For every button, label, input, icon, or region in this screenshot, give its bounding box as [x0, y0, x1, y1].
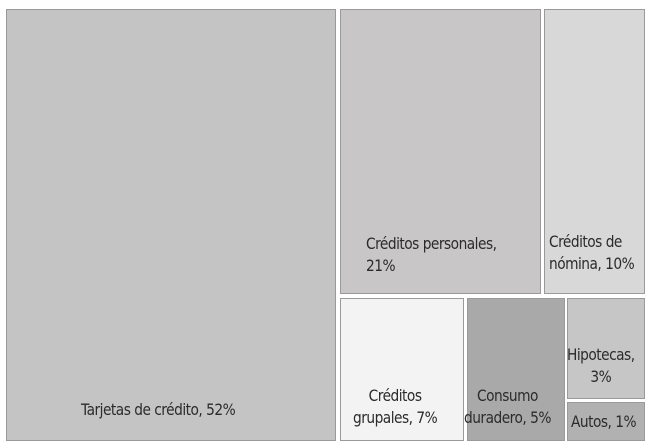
treemap-label-creditos-de-nomina: Créditos de nómina, 10%	[549, 232, 635, 273]
treemap-label-consumo-duradero: Consumo duradero, 5%	[464, 386, 551, 427]
treemap-label-autos: Autos, 1%	[571, 412, 637, 431]
treemap-label-hipotecas: Hipotecas, 3%	[567, 345, 635, 386]
treemap-tile-creditos-grupales: Créditos grupales, 7%	[340, 298, 464, 441]
treemap-tile-creditos-de-nomina: Créditos de nómina, 10%	[544, 9, 645, 294]
treemap-tile-tarjetas-de-credito: Tarjetas de crédito, 52%	[6, 9, 336, 441]
treemap-label-tarjetas-de-credito: Tarjetas de crédito, 52%	[81, 400, 236, 419]
treemap-tile-autos: Autos, 1%	[567, 402, 645, 441]
treemap-tile-creditos-personales: Créditos personales, 21%	[340, 9, 541, 294]
treemap-label-creditos-grupales: Créditos grupales, 7%	[353, 386, 438, 427]
treemap-tile-consumo-duradero: Consumo duradero, 5%	[464, 298, 565, 441]
treemap-label-creditos-personales: Créditos personales, 21%	[366, 234, 497, 275]
treemap-tile-hipotecas: Hipotecas, 3%	[567, 298, 645, 399]
